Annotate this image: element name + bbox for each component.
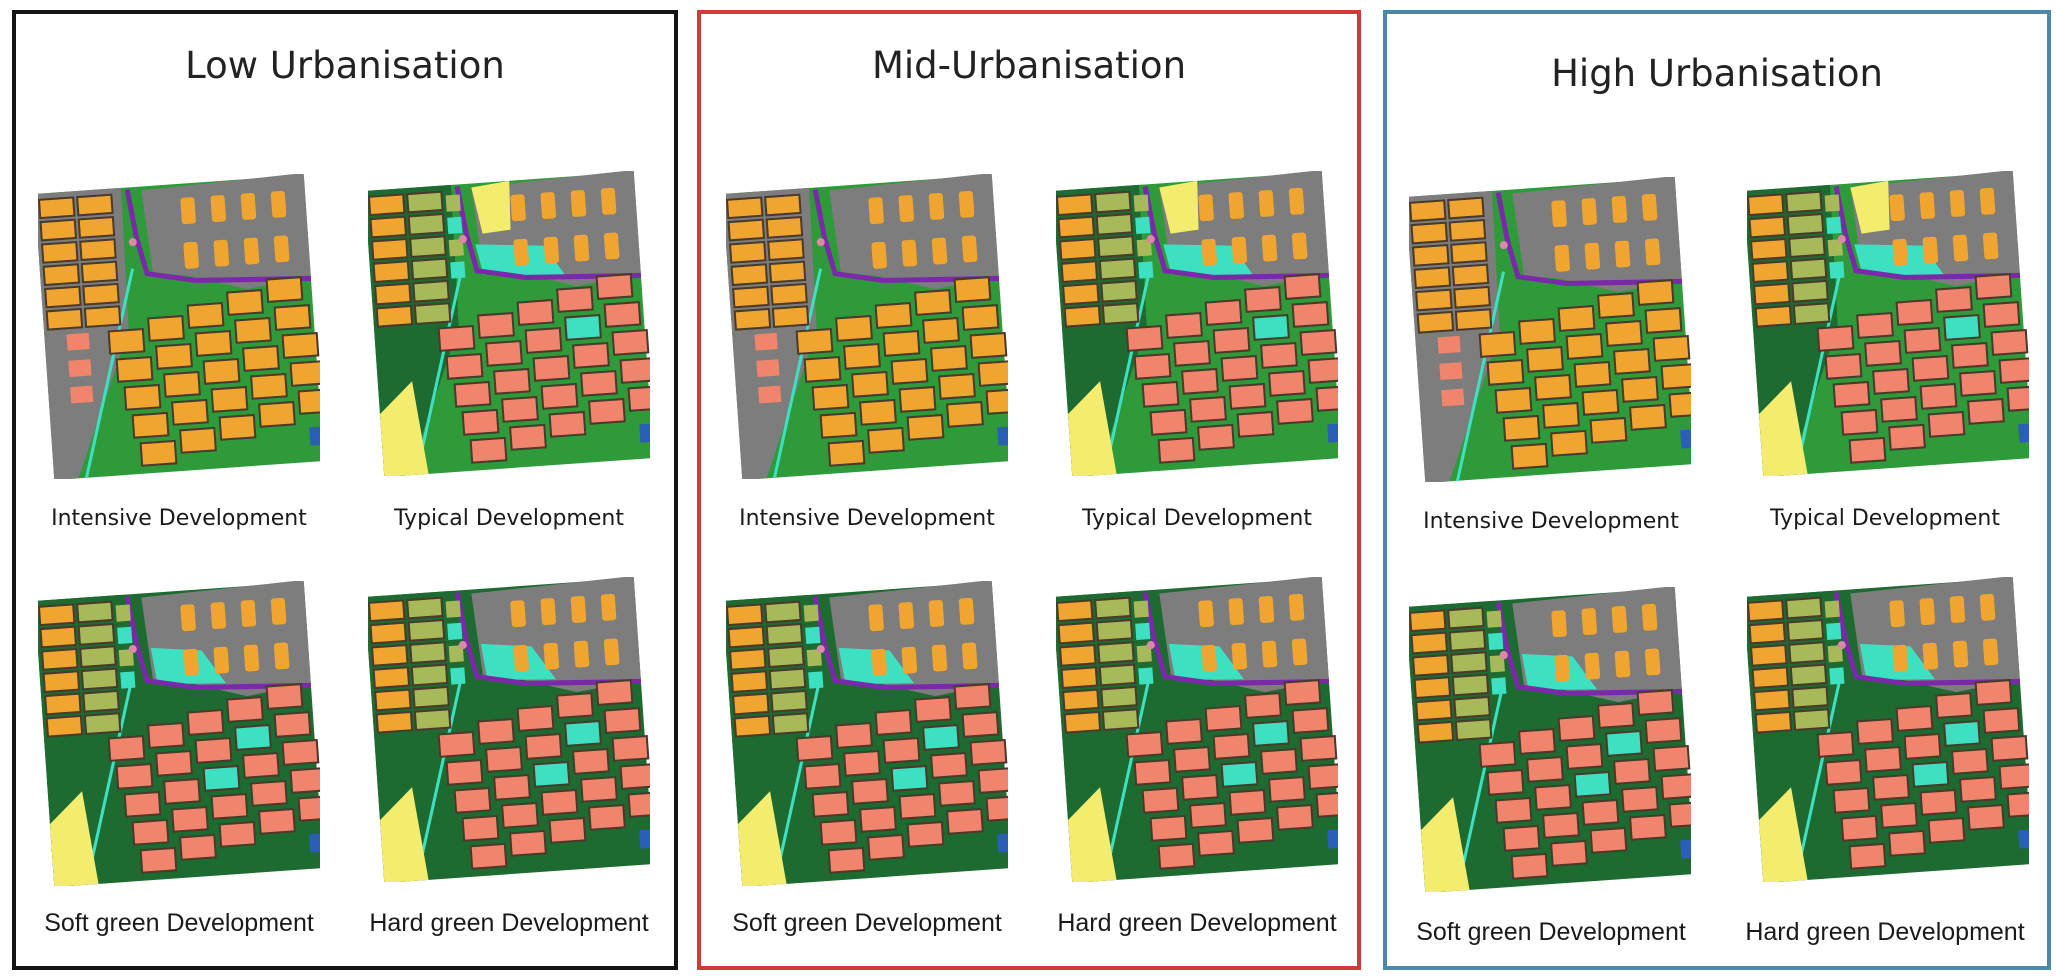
panel-high-urbanisation: High Urbanisation Intensive Development …	[1383, 10, 2051, 970]
map-typical	[1747, 171, 2029, 476]
panel-title: Low Urbanisation	[185, 44, 505, 87]
scenario-label-hard-green: Hard green Development	[1745, 918, 2025, 946]
scenario-label-typical: Typical Development	[394, 506, 624, 531]
scenario-label-hard-green: Hard green Development	[369, 909, 649, 937]
scenario-label-typical: Typical Development	[1082, 506, 1312, 531]
scenario-label-hard-green: Hard green Development	[1057, 909, 1337, 937]
panel-mid-urbanisation: Mid-Urbanisation Intensive Development T…	[697, 10, 1361, 970]
map-intensive	[38, 174, 320, 479]
map-typical	[368, 171, 650, 476]
panel-low-urbanisation: Low Urbanisation Intensive Development T…	[12, 10, 678, 970]
map-hard-green	[1056, 577, 1338, 882]
panel-title: Mid-Urbanisation	[871, 44, 1187, 87]
map-intensive	[1409, 177, 1691, 482]
scenario-label-typical: Typical Development	[1770, 506, 2000, 531]
map-soft-green	[726, 581, 1008, 886]
scenario-label-intensive: Intensive Development	[51, 506, 307, 531]
map-typical	[1056, 171, 1338, 476]
scenario-label-intensive: Intensive Development	[1423, 509, 1679, 534]
map-intensive	[726, 174, 1008, 479]
map-soft-green	[38, 581, 320, 886]
scenario-label-soft-green: Soft green Development	[732, 909, 1002, 937]
panel-title: High Urbanisation	[1551, 52, 1883, 95]
scenario-label-soft-green: Soft green Development	[1416, 918, 1686, 946]
scenario-label-intensive: Intensive Development	[739, 506, 995, 531]
map-hard-green	[1747, 577, 2029, 882]
map-hard-green	[368, 577, 650, 882]
map-soft-green	[1409, 587, 1691, 892]
scenario-label-soft-green: Soft green Development	[44, 909, 314, 937]
